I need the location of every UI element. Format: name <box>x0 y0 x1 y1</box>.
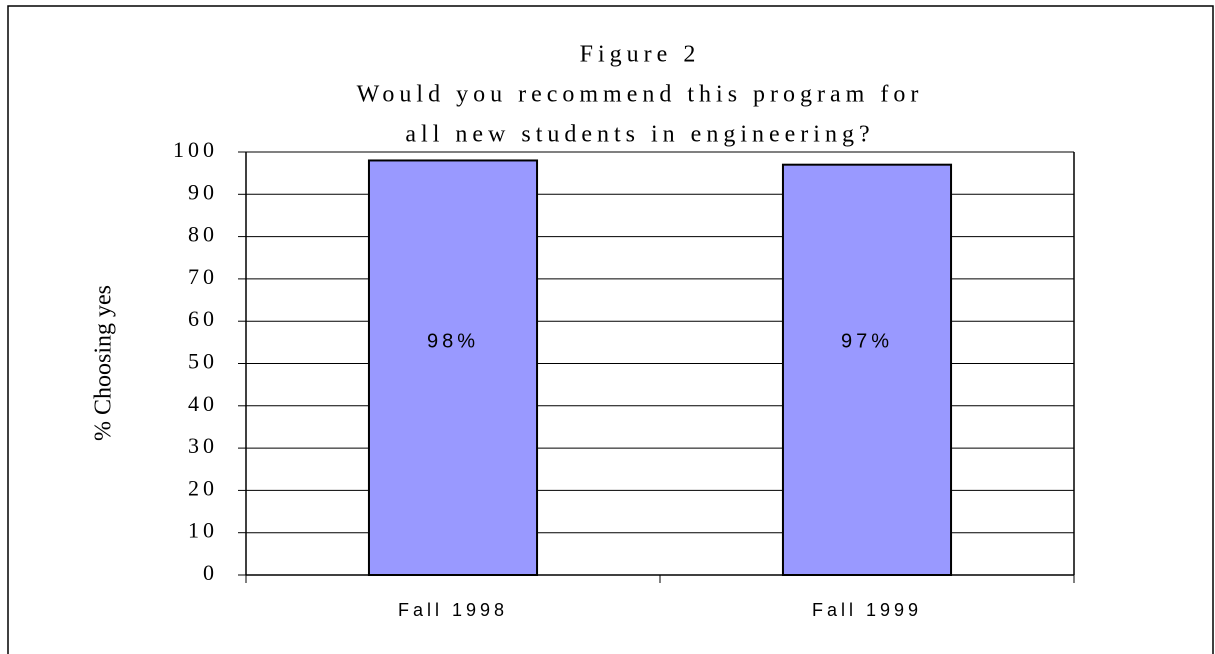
x-tick-label: Fall 1999 <box>812 600 922 620</box>
frame <box>7 5 1214 654</box>
x-tick-label: Fall 1998 <box>398 600 508 620</box>
y-tick-label: 40 <box>188 391 218 416</box>
chart-title: Figure 2 <box>580 42 701 68</box>
y-tick-label: 60 <box>188 306 218 331</box>
bar <box>367 159 539 577</box>
y-tick-label: 0 <box>203 560 218 585</box>
y-axis-label: % Choosing yes <box>91 285 117 441</box>
y-tick-label: 80 <box>188 222 218 247</box>
y-tick-label: 70 <box>188 264 218 289</box>
y-tick-label: 30 <box>188 433 218 458</box>
bar <box>781 163 953 576</box>
y-tick-label: 10 <box>188 518 218 543</box>
value-label: 97% <box>841 330 893 352</box>
chart-title: all new students in engineering? <box>405 122 874 148</box>
value-label: 98% <box>427 330 479 352</box>
y-tick-label: 90 <box>188 179 218 204</box>
y-tick-label: 20 <box>188 475 218 500</box>
y-tick-label: 50 <box>188 349 218 374</box>
y-tick-label: 100 <box>173 137 218 162</box>
chart-title: Would you recommend this program for <box>357 82 924 108</box>
